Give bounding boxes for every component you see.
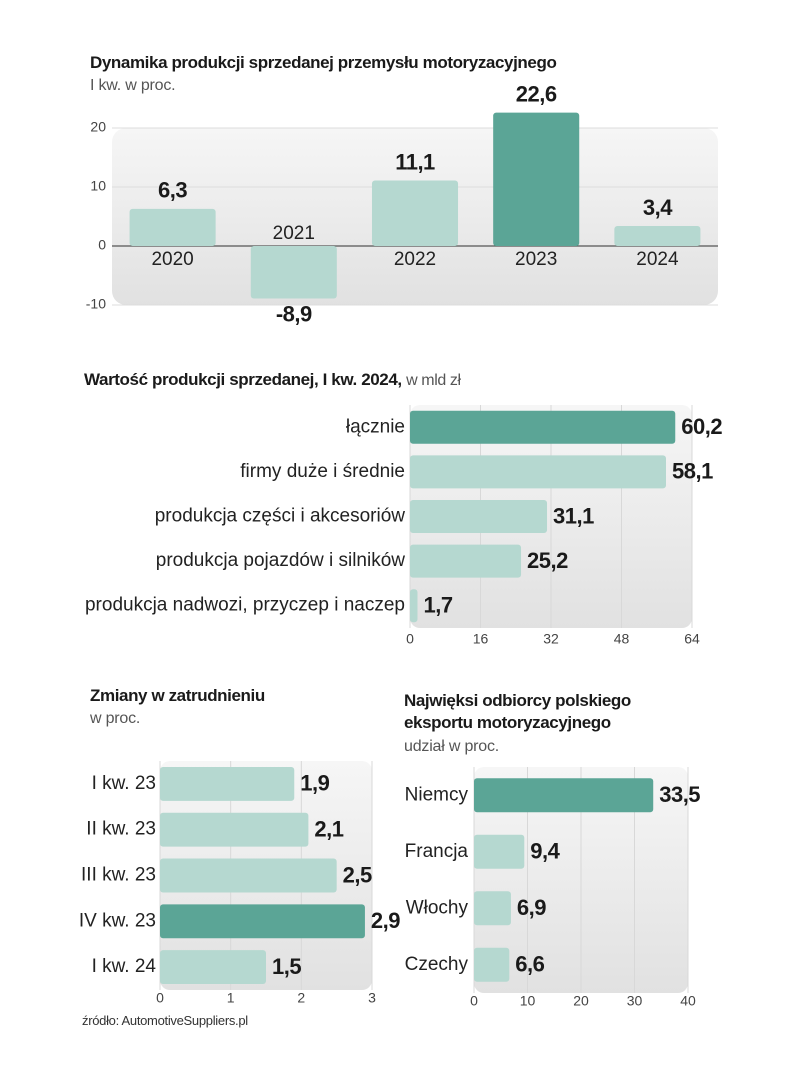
value-label: 1,7 (423, 593, 452, 618)
bar (129, 208, 216, 246)
source: źródło: AutomotiveSuppliers.pl (82, 1013, 248, 1028)
chart-title-row: Wartość produkcji sprzedanej, I kw. 2024… (84, 369, 461, 392)
y-tick-label: firmy duże i średnie (240, 461, 405, 482)
x-tick-label: 20 (573, 993, 589, 1009)
y-tick-label: Francja (405, 841, 469, 862)
bar (474, 947, 510, 982)
y-tick-label: Niemcy (405, 784, 469, 805)
y-tick-label: III kw. 23 (81, 865, 156, 886)
chart-subtitle: I kw. w proc. (90, 77, 176, 94)
y-tick-label: Czechy (405, 954, 469, 975)
bar (410, 455, 667, 489)
value-label: 25,2 (527, 548, 568, 573)
x-tick-label: 2023 (515, 249, 557, 270)
value-label: 2,1 (314, 817, 343, 842)
x-tick-label: 0 (470, 993, 478, 1009)
x-tick-label: 0 (156, 990, 164, 1006)
chart-title: Najwięksi odbiorcy polskiego eksportu mo… (404, 691, 631, 732)
y-tick-label: Włochy (406, 897, 469, 918)
chart-title: Dynamika produkcji sprzedanej przemysłu … (90, 53, 557, 72)
y-tick-label: II kw. 23 (86, 819, 156, 840)
value-label: -8,9 (276, 301, 312, 326)
x-tick-label: 40 (680, 993, 696, 1009)
bar (371, 180, 459, 246)
value-label: 58,1 (672, 459, 713, 484)
x-tick-label: 16 (473, 631, 489, 647)
x-tick-label: 2021 (273, 223, 315, 244)
bar (160, 858, 337, 893)
chart-subtitle: w proc. (90, 710, 141, 727)
bar (160, 812, 309, 847)
y-tick-label: -10 (86, 296, 106, 312)
x-tick-label: 10 (520, 993, 536, 1009)
bar (160, 950, 266, 985)
bar (493, 112, 580, 246)
value-label: 6,6 (515, 952, 544, 977)
bar (410, 410, 676, 444)
value-label: 3,4 (643, 195, 673, 220)
x-tick-label: 3 (368, 990, 376, 1006)
bar (474, 778, 654, 813)
y-tick-label: I kw. 23 (92, 773, 156, 794)
bar (410, 544, 522, 578)
bar (250, 246, 337, 299)
y-tick-label: 10 (90, 178, 106, 194)
x-tick-label: 64 (684, 631, 700, 647)
value-label: 1,9 (300, 771, 329, 796)
bar (474, 891, 511, 926)
value-label: 33,5 (659, 782, 700, 807)
value-label: 2,9 (371, 908, 400, 933)
value-label: 1,5 (272, 954, 301, 979)
value-label: 31,1 (553, 503, 594, 528)
y-tick-label: produkcja nadwozi, przyczep i naczep (85, 595, 405, 616)
y-tick-label: produkcja pojazdów i silników (156, 550, 406, 571)
x-tick-label: 2020 (151, 249, 193, 270)
x-tick-label: 2022 (394, 249, 436, 270)
chart-subtitle: udział w proc. (404, 738, 500, 755)
bar (474, 834, 525, 869)
value-label: 60,2 (681, 414, 722, 439)
value-label: 11,1 (395, 149, 435, 174)
value-label: 6,9 (517, 895, 546, 920)
value-label: 2,5 (343, 862, 372, 887)
chart-title: Wartość produkcji sprzedanej, I kw. 2024… (84, 370, 402, 389)
bar (614, 225, 701, 246)
bar (410, 589, 418, 623)
bar (410, 499, 548, 534)
value-label: 6,3 (158, 178, 187, 203)
x-tick-label: 30 (627, 993, 643, 1009)
x-tick-label: 1 (227, 990, 235, 1006)
value-label: 9,4 (530, 839, 560, 864)
x-tick-label: 2 (297, 990, 305, 1006)
x-tick-label: 2024 (636, 249, 679, 270)
y-tick-label: łącznie (346, 416, 405, 437)
y-tick-label: 0 (98, 237, 106, 253)
y-tick-label: IV kw. 23 (79, 910, 156, 931)
bar (160, 904, 365, 939)
y-tick-label: produkcja części i akcesoriów (155, 506, 406, 527)
chart-title: Zmiany w zatrudnieniu (90, 686, 265, 705)
y-tick-label: 20 (90, 119, 106, 135)
x-tick-label: 32 (543, 631, 559, 647)
bar (160, 766, 295, 801)
value-label: 22,6 (516, 81, 557, 106)
x-tick-label: 0 (406, 631, 414, 647)
x-tick-label: 48 (614, 631, 630, 647)
chart-subtitle: w mld zł (406, 372, 461, 389)
y-tick-label: I kw. 24 (92, 956, 157, 977)
